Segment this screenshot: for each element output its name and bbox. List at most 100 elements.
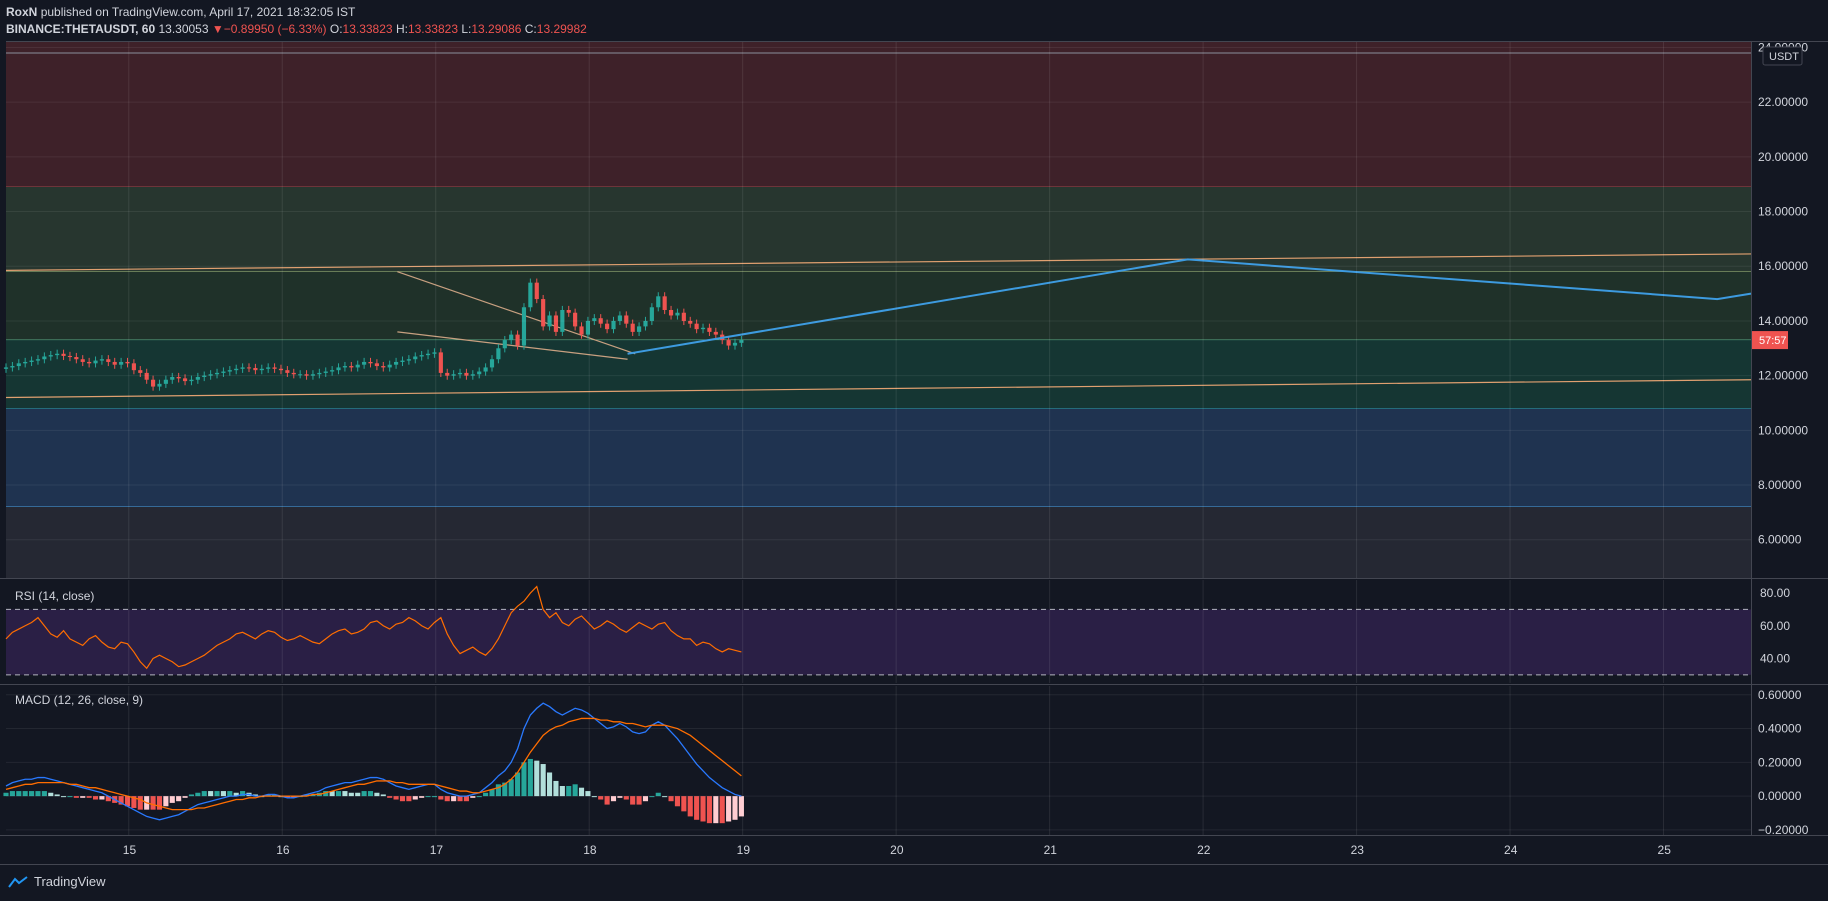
- brand-name[interactable]: TradingView: [34, 874, 106, 889]
- candle-82: [528, 282, 533, 308]
- price-tick-9: 6.00000: [1758, 533, 1802, 547]
- macd-hist-73: [470, 796, 476, 798]
- rsi-pane[interactable]: RSI (14, close): [5, 585, 1751, 676]
- price-tick-2: 20.00000: [1758, 150, 1808, 164]
- macd-hist-105: [674, 796, 681, 807]
- candle-84: [541, 299, 546, 327]
- change-down-icon: ▼: [211, 22, 224, 36]
- macd-hist-102: [655, 792, 661, 797]
- time-tick-6: 21: [1044, 843, 1058, 857]
- macd-hist-64: [412, 796, 418, 800]
- symbol-name[interactable]: BINANCE:THETAUSDT, 60: [6, 22, 156, 36]
- macd-pane[interactable]: MACD (12, 26, close, 9): [3, 693, 744, 824]
- candle-94: [605, 323, 610, 330]
- macd-hist-8: [54, 794, 60, 797]
- macd-tick-1: 0.40000: [1758, 722, 1802, 736]
- macd-hist-86: [553, 780, 559, 797]
- trendline-3: [397, 331, 628, 360]
- candle-98: [630, 323, 635, 332]
- candle-64: [413, 356, 418, 360]
- candle-59: [381, 366, 386, 368]
- candle-24: [157, 383, 162, 387]
- macd-hist-66: [425, 796, 431, 798]
- candle-17: [112, 361, 117, 365]
- macd-hist-48: [310, 794, 316, 797]
- candle-13: [87, 361, 92, 364]
- candle-86: [553, 315, 559, 332]
- candle-99: [637, 326, 642, 332]
- macd-hist-106: [681, 796, 687, 812]
- candle-36: [234, 368, 239, 371]
- macd-hist-15: [99, 796, 105, 800]
- time-tick-1: 16: [276, 843, 290, 857]
- macd-hist-24: [156, 796, 163, 810]
- countdown-label: 57:57: [1759, 335, 1787, 347]
- macd-hist-47: [303, 794, 310, 797]
- rsi-label: RSI (14, close): [15, 589, 94, 603]
- candle-106: [681, 312, 686, 321]
- macd-hist-6: [41, 791, 47, 797]
- candle-69: [445, 372, 450, 376]
- macd-hist-68: [438, 796, 444, 800]
- candle-107: [688, 320, 693, 324]
- macd-hist-80: [515, 772, 521, 797]
- candle-46: [298, 374, 303, 376]
- candle-18: [119, 361, 124, 365]
- candle-77: [496, 348, 501, 360]
- macd-hist-28: [182, 796, 188, 798]
- macd-hist-97: [623, 796, 629, 800]
- candle-23: [151, 379, 156, 387]
- candle-101: [649, 307, 654, 321]
- macd-hist-71: [457, 796, 463, 802]
- macd-hist-77: [495, 784, 501, 797]
- candle-62: [400, 360, 405, 362]
- macd-hist-13: [86, 796, 92, 798]
- high-label: H:: [395, 22, 408, 36]
- candle-1: [10, 366, 15, 368]
- candle-12: [80, 359, 85, 362]
- zone-2: [6, 271, 1751, 341]
- author-name[interactable]: RoxN: [6, 5, 38, 19]
- macd-hist-32: [208, 791, 214, 797]
- macd-hist-2: [16, 791, 22, 797]
- tradingview-logo-icon: [8, 875, 28, 888]
- price-tick-7: 10.00000: [1758, 423, 1808, 437]
- macd-hist-57: [367, 791, 374, 797]
- projection-line: [627, 258, 1752, 355]
- candle-33: [214, 372, 220, 375]
- macd-hist-103: [662, 796, 668, 798]
- macd-hist-12: [80, 796, 86, 798]
- macd-hist-104: [668, 796, 674, 802]
- macd-hist-91: [585, 791, 591, 797]
- candle-39: [253, 367, 258, 371]
- trendline-0: [5, 253, 1752, 271]
- macd-hist-56: [361, 791, 367, 797]
- candle-58: [374, 363, 379, 367]
- main-pane[interactable]: [3, 42, 1752, 578]
- candle-32: [208, 374, 213, 376]
- candle-42: [272, 367, 277, 369]
- candle-9: [61, 353, 66, 356]
- candle-52: [336, 367, 341, 371]
- candle-44: [285, 370, 290, 373]
- macd-hist-89: [572, 784, 578, 797]
- macd-tick-4: −0.20000: [1758, 823, 1809, 837]
- macd-label: MACD (12, 26, close, 9): [15, 693, 143, 707]
- time-tick-0: 15: [123, 843, 137, 857]
- macd-hist-84: [540, 764, 546, 797]
- time-tick-9: 24: [1504, 843, 1518, 857]
- candle-25: [163, 379, 168, 384]
- rsi-tick-2: 40.00: [1760, 651, 1790, 665]
- macd-hist-23: [150, 796, 156, 810]
- candle-108: [694, 323, 699, 330]
- macd-hist-54: [348, 792, 354, 797]
- candle-90: [579, 326, 584, 335]
- candle-83: [534, 282, 539, 300]
- rsi-band: [6, 609, 1751, 675]
- candle-37: [240, 367, 245, 369]
- price-tick-8: 8.00000: [1758, 478, 1802, 492]
- candle-109: [700, 327, 706, 330]
- candle-100: [643, 320, 648, 327]
- candle-103: [662, 296, 667, 310]
